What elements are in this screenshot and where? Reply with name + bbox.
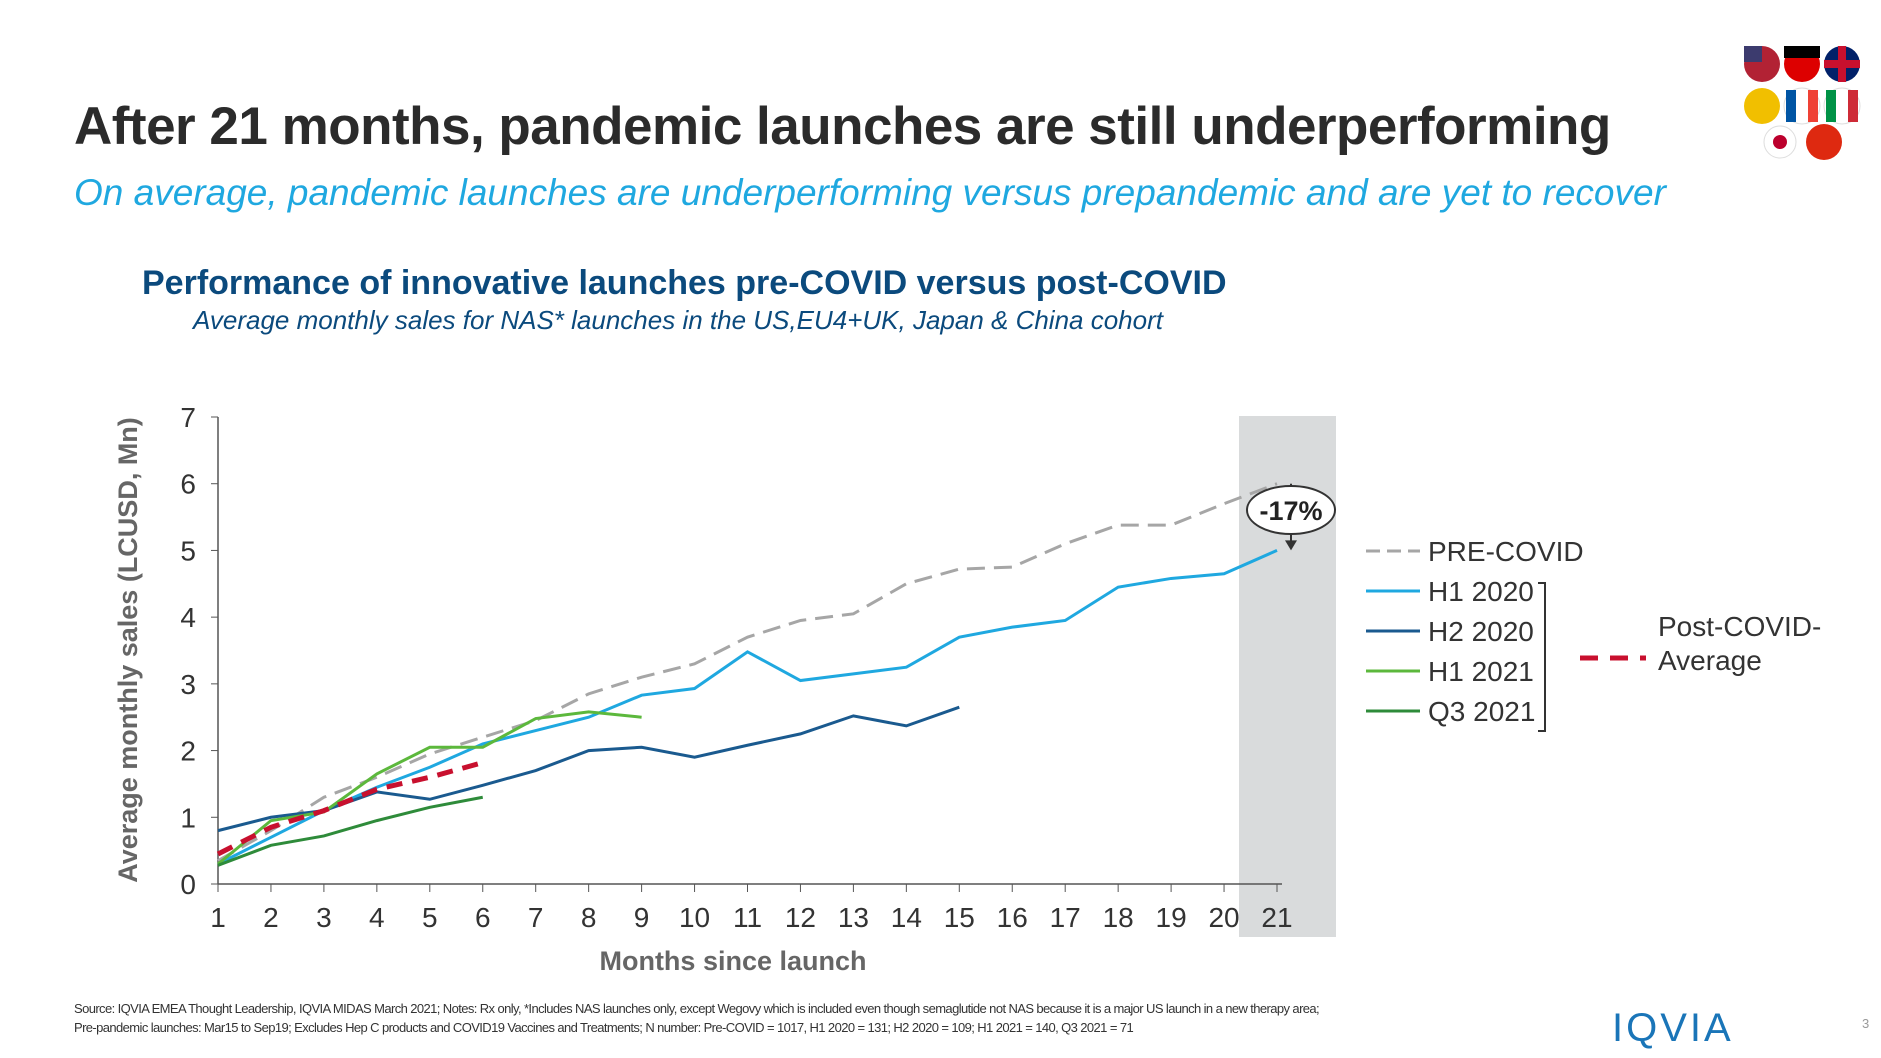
x-tick-label: 6 [475,902,491,933]
x-tick-label: 13 [838,902,869,933]
legend-label: PRE-COVID [1428,536,1584,567]
y-tick-label: 1 [180,802,196,833]
x-tick-label: 4 [369,902,385,933]
series-line-h1-2020 [217,549,1278,866]
y-tick-label: 2 [180,736,196,767]
x-tick-label: 12 [785,902,816,933]
y-axis-title: Average monthly sales (LCUSD, Mn) [113,417,143,883]
y-tick-label: 5 [180,535,196,566]
x-axis-title: Months since launch [599,946,866,976]
footnote-source: Source: IQVIA EMEA Thought Leadership, I… [74,1001,1320,1016]
series-line-pre-covid [217,482,1278,862]
x-tick-label: 16 [997,902,1028,933]
page-number: 3 [1862,1016,1870,1031]
x-tick-label: 9 [634,902,650,933]
x-tick-label: 15 [944,902,975,933]
annotation-bubble [1246,485,1336,535]
country-flags [1744,46,1861,160]
legend-label: H1 2020 [1428,576,1534,607]
legend-bracket [1538,582,1546,732]
legend-label: H1 2021 [1428,656,1534,687]
spain-flag-icon [1744,88,1780,124]
x-tick-label: 21 [1261,902,1292,933]
x-tick-label: 14 [891,902,922,933]
x-tick-label: 5 [422,902,438,933]
y-tick-label: 7 [180,402,196,433]
legend-label-post-covid: Average [1658,645,1762,676]
y-tick-label: 3 [180,669,196,700]
chart-title: Performance of innovative launches pre-C… [142,264,1227,302]
x-tick-label: 10 [679,902,710,933]
series-line-h2-2020 [217,705,960,833]
series-line-h1-2021 [217,710,642,866]
slide-title: After 21 months, pandemic launches are s… [74,97,1611,156]
legend-label: H2 2020 [1428,616,1534,647]
x-tick-label: 2 [263,902,279,933]
y-tick-label: 6 [180,469,196,500]
footnote-n: Pre-pandemic launches: Mar15 to Sep19; E… [74,1020,1134,1035]
x-tick-label: 3 [316,902,332,933]
legend-label: Q3 2021 [1428,696,1535,727]
slide-subtitle: On average, pandemic launches are underp… [74,172,1666,213]
china-flag-icon [1806,124,1842,160]
chart-subtitle: Average monthly sales for NAS* launches … [193,305,1163,335]
arrow-head-icon [1285,540,1297,551]
x-tick-label: 19 [1156,902,1187,933]
x-tick-label: 1 [210,902,226,933]
x-tick-label: 8 [581,902,597,933]
y-tick-label: 4 [180,602,196,633]
x-tick-label: 17 [1050,902,1081,933]
series-line-q3-2021 [217,795,484,867]
annotation-label: -17% [1259,496,1322,526]
legend-label-post-covid: Post-COVID- [1658,611,1821,642]
x-tick-label: 18 [1103,902,1134,933]
iqvia-logo: IQVIA [1612,1006,1734,1050]
x-tick-label: 20 [1208,902,1239,933]
x-tick-label: 7 [528,902,544,933]
series-line-post-covid-average [216,760,484,857]
x-tick-label: 11 [733,902,762,933]
y-tick-label: 0 [180,869,196,900]
